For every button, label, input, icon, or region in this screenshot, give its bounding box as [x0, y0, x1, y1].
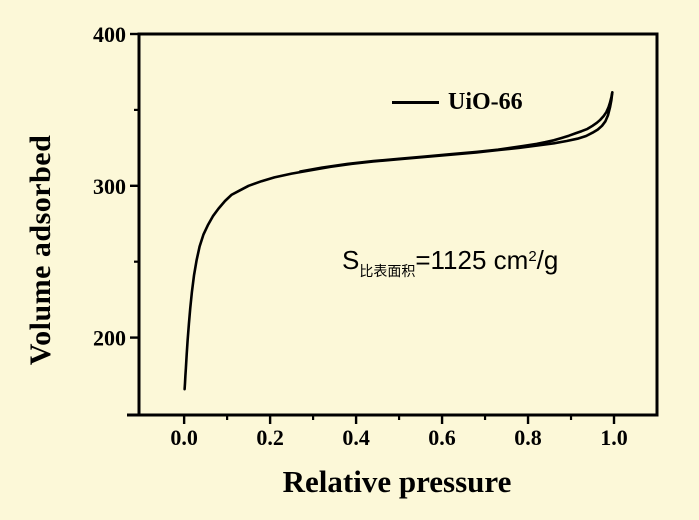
isotherm-curve-adsorption	[183, 91, 614, 391]
legend: UiO-66	[392, 88, 523, 115]
legend-label: UiO-66	[448, 88, 523, 115]
x-tick-label: 1.0	[600, 425, 628, 450]
annotation-subscript: 比表面积	[359, 263, 416, 279]
y-tick-label: 200	[93, 326, 126, 351]
legend-line-sample	[392, 100, 439, 104]
y-tick-label: 300	[93, 174, 126, 199]
x-tick-label: 0.2	[256, 425, 284, 450]
y-axis-title: Volume adsorbed	[24, 134, 57, 366]
y-tick-label: 400	[93, 22, 126, 47]
x-tick-label: 0.8	[514, 425, 542, 450]
annotation-unit-suffix: /g	[536, 245, 559, 275]
isotherm-curve-desorption	[298, 91, 614, 173]
x-axis-title: Relative pressure	[282, 464, 512, 499]
annotation-superscript: 2	[528, 248, 537, 265]
annotation-symbol: S	[342, 245, 360, 275]
x-tick-label: 0.6	[428, 425, 456, 450]
x-tick-label: 0.4	[342, 425, 370, 450]
x-tick-label: 0.0	[170, 425, 198, 450]
annotation-value: =1125 cm	[415, 245, 529, 275]
surface-area-annotation: S比表面积=1125 cm2/g	[342, 246, 558, 279]
